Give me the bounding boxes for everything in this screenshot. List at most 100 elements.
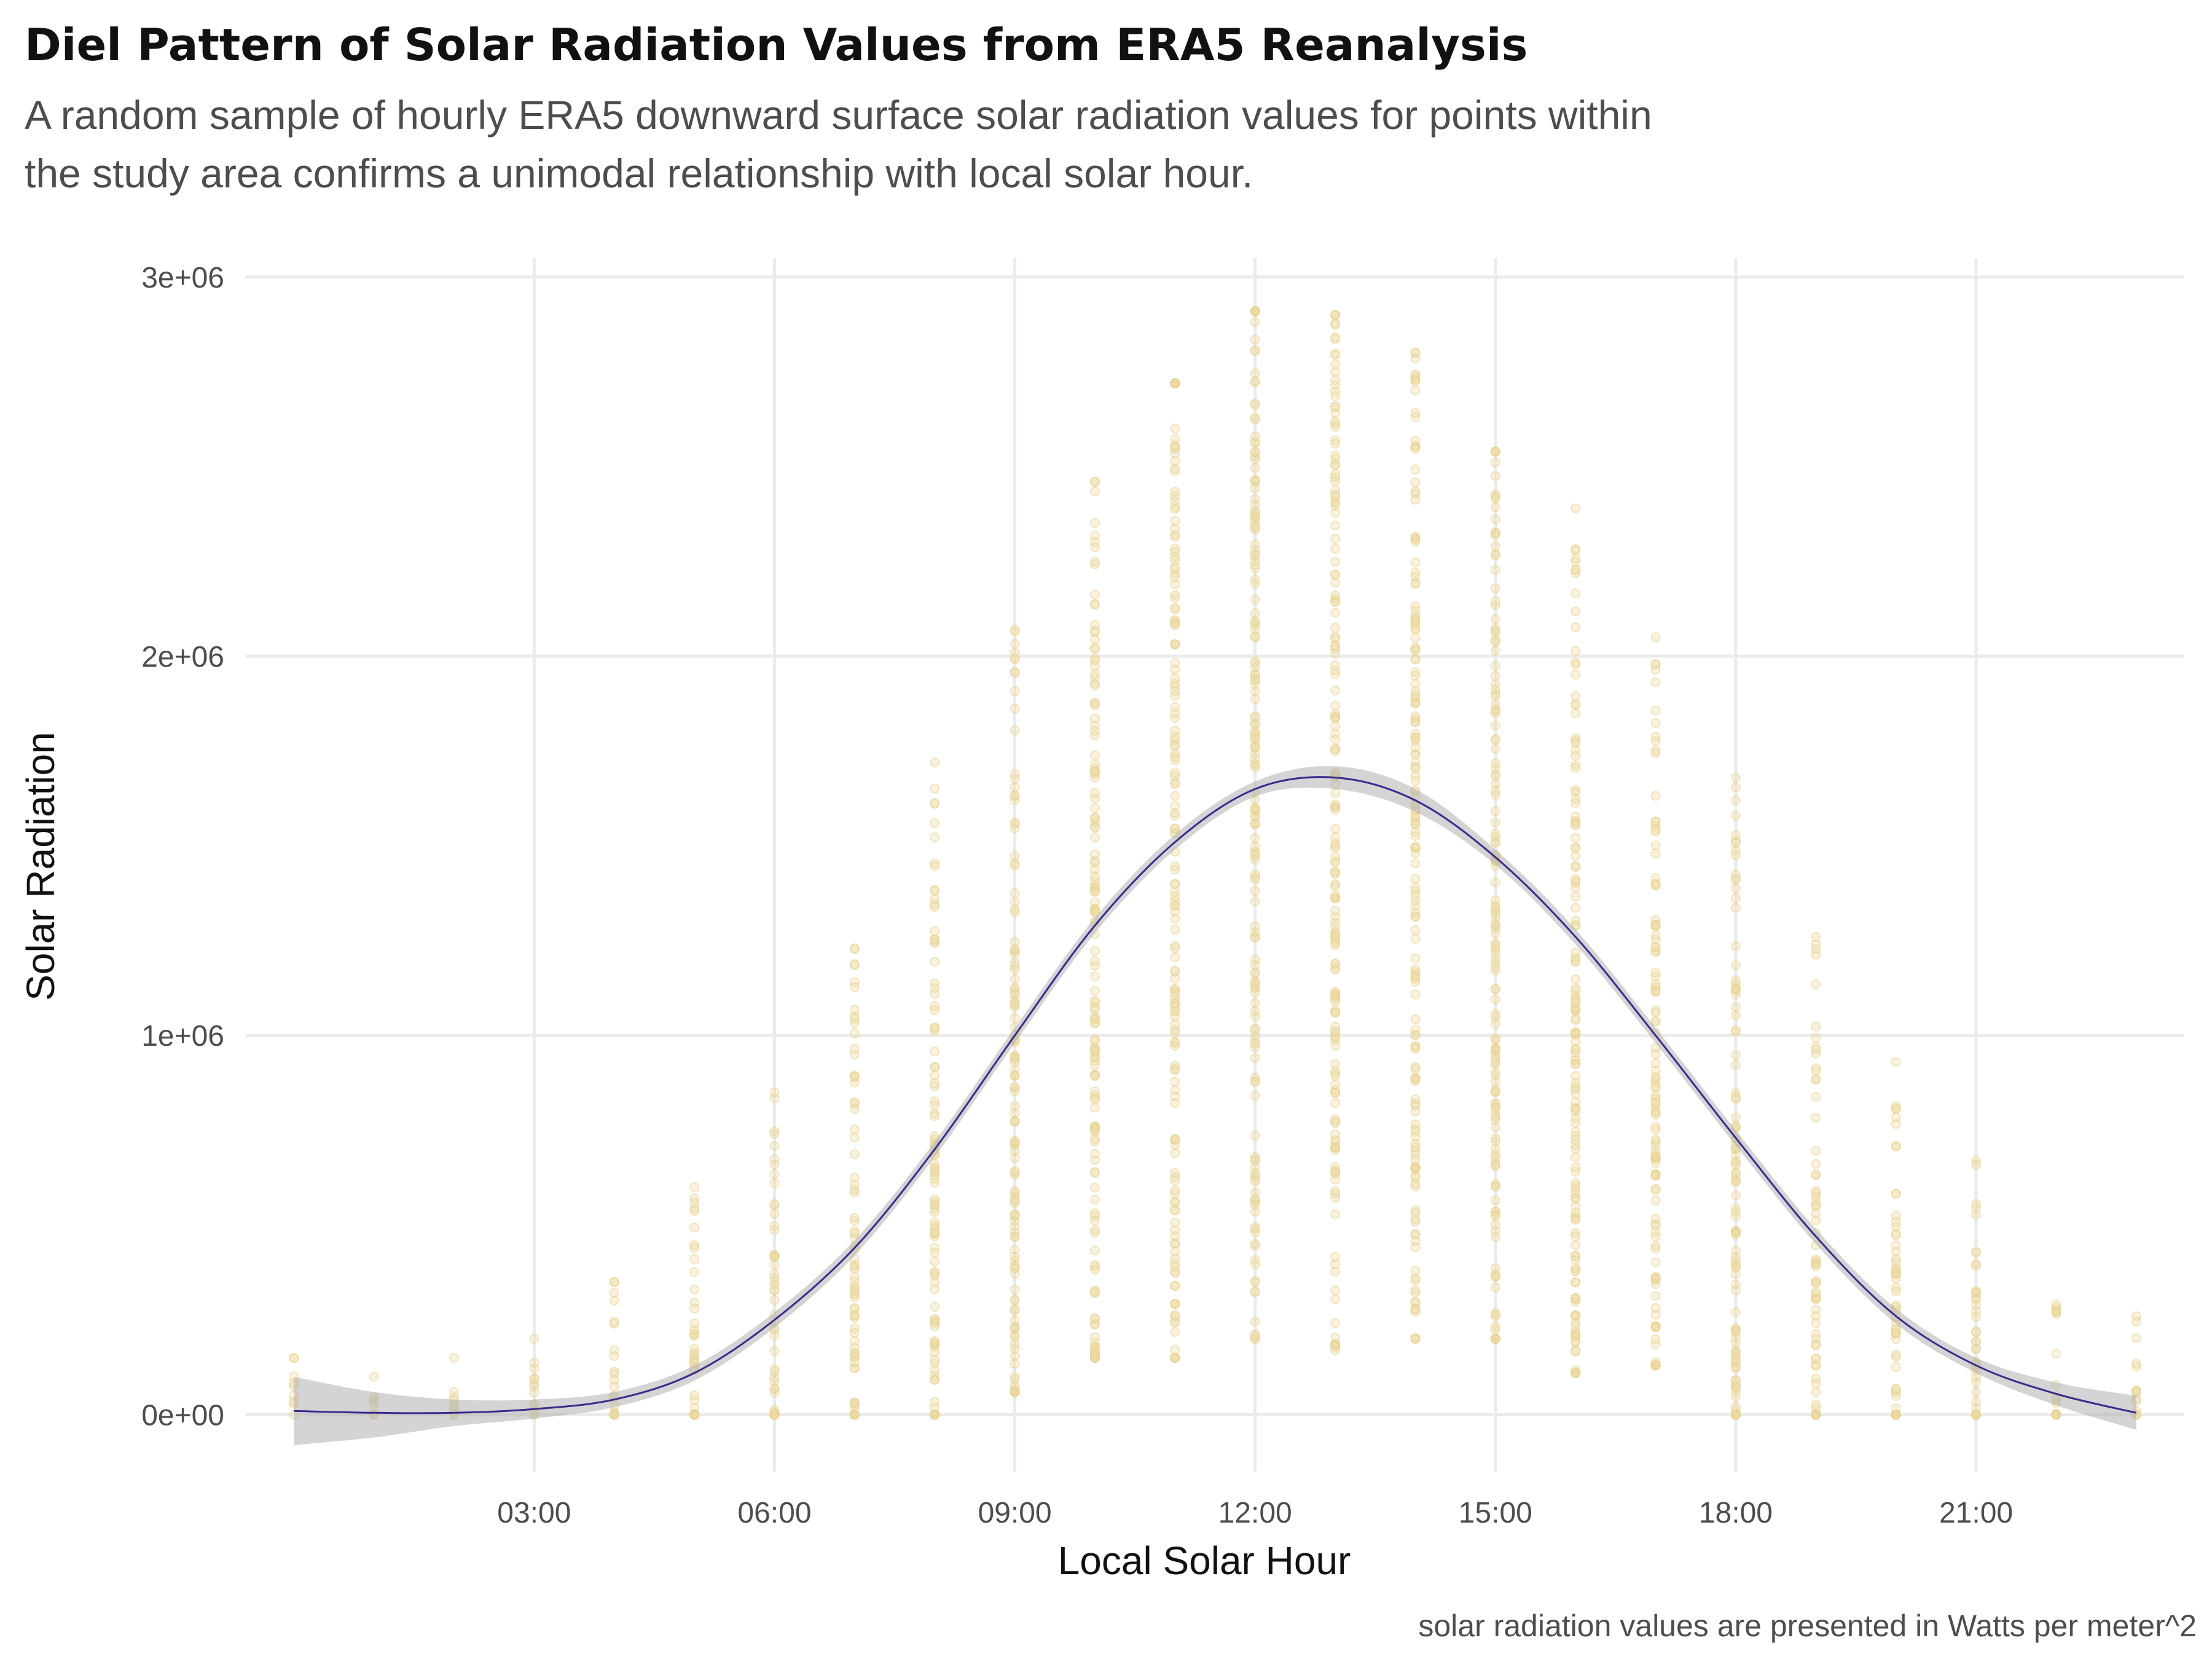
data-point — [1170, 1019, 1180, 1030]
data-point — [1971, 1247, 1982, 1258]
data-point — [1250, 675, 1260, 686]
data-point — [769, 1346, 780, 1356]
data-point — [1730, 1211, 1741, 1222]
data-point — [1891, 1410, 1901, 1420]
data-point — [609, 1351, 619, 1361]
data-point — [2051, 1305, 2061, 1316]
data-point — [1089, 1338, 1100, 1348]
data-point — [1089, 1011, 1100, 1022]
data-point — [1811, 1379, 1821, 1389]
data-point — [1490, 1136, 1500, 1147]
data-point — [849, 1185, 860, 1195]
data-point — [1490, 1195, 1500, 1206]
data-point — [1971, 1377, 1982, 1387]
data-point — [1971, 1209, 1982, 1220]
data-point — [1811, 1276, 1821, 1287]
data-point — [1330, 1088, 1341, 1099]
data-point — [1170, 1175, 1180, 1186]
data-point — [1250, 483, 1260, 493]
data-point — [1650, 935, 1661, 945]
data-point — [1089, 653, 1100, 664]
data-point — [1571, 1059, 1581, 1070]
data-point — [1010, 1332, 1020, 1343]
data-point — [1010, 896, 1020, 907]
data-point — [1330, 987, 1341, 997]
data-point — [1490, 1271, 1500, 1282]
data-point — [1010, 1232, 1020, 1242]
data-point — [1730, 772, 1741, 783]
data-point — [849, 1072, 860, 1082]
data-point — [1089, 1265, 1100, 1275]
data-point — [1410, 1266, 1421, 1276]
data-point — [1170, 572, 1180, 582]
data-point — [1170, 1239, 1180, 1249]
data-point — [1490, 734, 1500, 745]
data-point — [849, 1215, 860, 1226]
data-point — [2051, 1348, 2061, 1359]
data-point — [1410, 495, 1421, 505]
data-point — [689, 1193, 700, 1204]
data-point — [1250, 549, 1260, 559]
data-point — [849, 977, 860, 987]
data-point — [1410, 742, 1421, 753]
data-point — [1730, 1402, 1741, 1412]
data-point — [1490, 743, 1500, 754]
data-point — [1490, 527, 1500, 538]
data-point — [1490, 1157, 1500, 1167]
data-point — [1330, 1116, 1341, 1127]
data-point — [1811, 1208, 1821, 1218]
data-point — [1410, 953, 1421, 963]
data-point — [1330, 1142, 1341, 1152]
data-point — [1490, 1309, 1500, 1319]
data-point — [689, 1267, 700, 1277]
data-point — [529, 1381, 539, 1392]
data-point — [1410, 444, 1421, 454]
data-point — [1089, 905, 1100, 916]
data-point — [930, 1177, 940, 1188]
data-point — [1089, 530, 1100, 541]
data-point — [1010, 1153, 1020, 1163]
data-point — [1330, 500, 1341, 511]
data-point — [1170, 639, 1180, 649]
data-point — [1250, 998, 1260, 1008]
data-point — [1410, 1154, 1421, 1164]
data-point — [1010, 704, 1020, 714]
data-point — [1410, 533, 1421, 543]
data-point — [1330, 857, 1341, 867]
data-point — [1490, 1161, 1500, 1171]
data-point — [529, 1333, 539, 1344]
data-point — [1571, 874, 1581, 884]
data-point — [1571, 818, 1581, 829]
data-point — [1490, 1311, 1500, 1322]
data-point — [1010, 1387, 1020, 1397]
data-point — [1250, 896, 1260, 906]
data-point — [1811, 1074, 1821, 1084]
data-point — [1010, 907, 1020, 917]
data-point — [1250, 560, 1260, 570]
data-point — [1571, 1368, 1581, 1378]
data-point — [1650, 1339, 1661, 1349]
data-point — [1170, 579, 1180, 589]
data-point — [1811, 931, 1821, 942]
data-point — [1490, 1009, 1500, 1019]
data-point — [1571, 1255, 1581, 1265]
data-point — [930, 1375, 940, 1386]
data-point — [1490, 790, 1500, 800]
data-point — [849, 1014, 860, 1024]
data-point — [689, 1242, 700, 1253]
data-point — [930, 1397, 940, 1407]
data-point — [689, 1328, 700, 1339]
data-point — [1250, 608, 1260, 619]
data-point — [1250, 345, 1260, 356]
data-point — [1250, 377, 1260, 387]
data-point — [1010, 1351, 1020, 1362]
data-point — [1971, 1312, 1982, 1322]
data-point — [930, 1200, 940, 1210]
data-point — [1170, 779, 1180, 790]
data-point — [1089, 1155, 1100, 1166]
data-point — [1571, 1107, 1581, 1117]
data-point — [1330, 648, 1341, 659]
data-point — [1650, 967, 1661, 978]
data-point — [1571, 1143, 1581, 1154]
data-point — [1250, 933, 1260, 943]
